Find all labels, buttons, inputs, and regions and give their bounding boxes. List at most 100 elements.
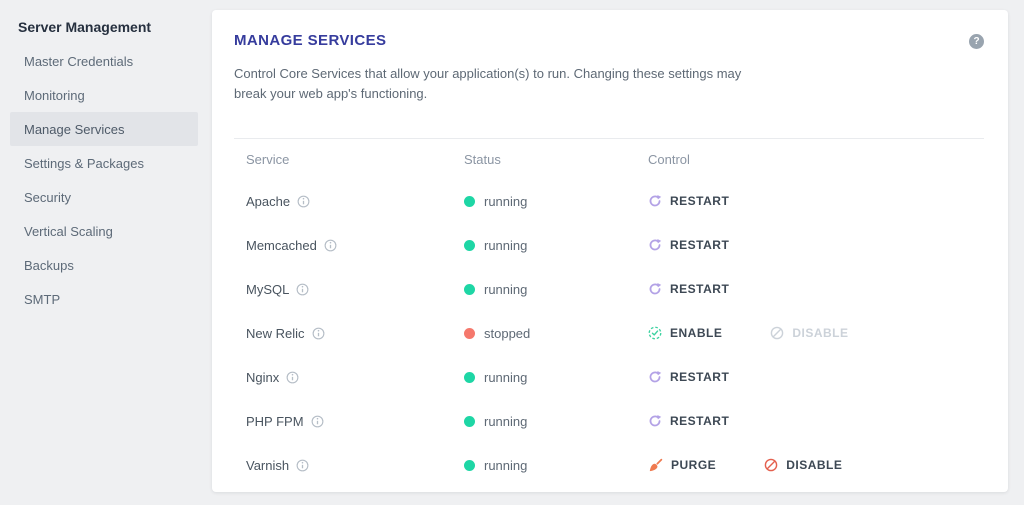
table-row: Varnish running PURGE DISABLE	[234, 443, 984, 487]
restart-button[interactable]: RESTART	[648, 414, 729, 428]
services-table: Service Status Control Apache running REST…	[234, 138, 984, 487]
restart-icon	[648, 370, 662, 384]
service-cell: PHP FPM	[246, 414, 464, 429]
action-label: DISABLE	[786, 458, 843, 472]
sidebar-item-vertical-scaling[interactable]: Vertical Scaling	[10, 214, 198, 248]
help-icon[interactable]: ?	[969, 34, 984, 49]
sidebar-item-label: Master Credentials	[24, 53, 134, 69]
restart-button[interactable]: RESTART	[648, 194, 729, 208]
action-label: RESTART	[670, 414, 730, 428]
action-label: DISABLE	[792, 326, 849, 340]
disable-button: DISABLE	[770, 326, 848, 340]
action-label: RESTART	[670, 370, 730, 384]
table-row: PHP FPM running RESTART	[234, 399, 984, 443]
sidebar-item-label: Security	[24, 189, 71, 205]
service-name: Apache	[246, 193, 291, 209]
status-dot-running	[464, 459, 475, 471]
service-cell: MySQL	[246, 282, 464, 297]
restart-icon	[648, 194, 662, 208]
column-header-status: Status	[464, 151, 501, 167]
table-row: New Relic stopped ENABLE DISABLE	[234, 311, 984, 355]
service-cell: Varnish	[246, 458, 464, 473]
info-icon[interactable]	[324, 239, 337, 252]
sidebar-item-label: Manage Services	[24, 121, 125, 137]
enable-button[interactable]: ENABLE	[648, 326, 722, 340]
table-row: Memcached running RESTART	[234, 223, 984, 267]
service-cell: Nginx	[246, 370, 464, 385]
disable-icon	[764, 458, 778, 472]
sidebar-item-backups[interactable]: Backups	[10, 248, 198, 282]
table-row: Nginx running RESTART	[234, 355, 984, 399]
control-cell: PURGE DISABLE	[648, 458, 984, 473]
status-text: running	[484, 237, 528, 253]
status-cell: running	[464, 370, 648, 385]
status-dot-running	[464, 239, 475, 251]
status-cell: running	[464, 414, 648, 429]
action-label: RESTART	[670, 282, 730, 296]
disable-button[interactable]: DISABLE	[764, 458, 842, 472]
info-icon[interactable]	[312, 327, 325, 340]
sidebar-item-master-credentials[interactable]: Master Credentials	[10, 44, 198, 78]
control-cell: RESTART	[648, 194, 984, 208]
sidebar-item-label: Backups	[24, 257, 74, 273]
service-cell: New Relic	[246, 326, 464, 341]
restart-icon	[648, 238, 662, 252]
sidebar-item-label: Vertical Scaling	[24, 223, 113, 239]
sidebar-item-settings-packages[interactable]: Settings & Packages	[10, 146, 198, 180]
purge-button[interactable]: PURGE	[648, 458, 716, 473]
info-icon[interactable]	[296, 283, 309, 296]
control-cell: RESTART	[648, 238, 984, 252]
table-row: MySQL running RESTART	[234, 267, 984, 311]
service-cell: Apache	[246, 194, 464, 209]
enable-icon	[648, 326, 662, 340]
action-label: RESTART	[670, 194, 730, 208]
sidebar-item-smtp[interactable]: SMTP	[10, 282, 198, 316]
restart-button[interactable]: RESTART	[648, 370, 729, 384]
card-header: MANAGE SERVICES ?	[234, 32, 984, 52]
sidebar-item-monitoring[interactable]: Monitoring	[10, 78, 198, 112]
info-icon[interactable]	[311, 415, 324, 428]
service-name: Memcached	[246, 237, 317, 253]
sidebar-item-label: SMTP	[24, 291, 61, 307]
action-label: ENABLE	[670, 326, 723, 340]
status-text: running	[484, 281, 528, 297]
page-description: Control Core Services that allow your ap…	[234, 66, 742, 101]
control-cell: RESTART	[648, 370, 984, 384]
status-cell: running	[464, 282, 648, 297]
control-cell: RESTART	[648, 282, 984, 296]
status-cell: running	[464, 238, 648, 253]
column-header-service: Service	[246, 151, 290, 167]
sidebar-item-manage-services[interactable]: Manage Services	[10, 112, 198, 146]
status-cell: running	[464, 458, 648, 473]
status-dot-running	[464, 283, 475, 295]
restart-icon	[648, 414, 662, 428]
info-icon[interactable]	[286, 371, 299, 384]
status-dot-running	[464, 195, 475, 207]
action-label: RESTART	[670, 238, 730, 252]
status-text: running	[484, 413, 528, 429]
table-body: Apache running RESTART Memcached running REST…	[234, 179, 984, 487]
service-name: Nginx	[246, 369, 280, 385]
service-name: MySQL	[246, 281, 290, 297]
status-cell: stopped	[464, 326, 648, 341]
sidebar: Server Management Master Credentials Moni…	[0, 0, 212, 505]
sidebar-header: Server Management	[18, 19, 152, 35]
control-cell: RESTART	[648, 414, 984, 428]
service-name: Varnish	[246, 457, 290, 473]
column-header-control: Control	[648, 151, 690, 167]
table-row: Apache running RESTART	[234, 179, 984, 223]
info-icon[interactable]	[296, 459, 309, 472]
restart-button[interactable]: RESTART	[648, 238, 729, 252]
sidebar-item-security[interactable]: Security	[10, 180, 198, 214]
status-text: running	[484, 457, 528, 473]
purge-icon	[648, 458, 663, 473]
sidebar-item-label: Settings & Packages	[24, 155, 144, 171]
info-icon[interactable]	[297, 195, 310, 208]
service-cell: Memcached	[246, 238, 464, 253]
status-dot-running	[464, 415, 475, 427]
sidebar-item-label: Monitoring	[24, 87, 85, 103]
restart-button[interactable]: RESTART	[648, 282, 729, 296]
disable-icon	[770, 326, 784, 340]
status-cell: running	[464, 194, 648, 209]
